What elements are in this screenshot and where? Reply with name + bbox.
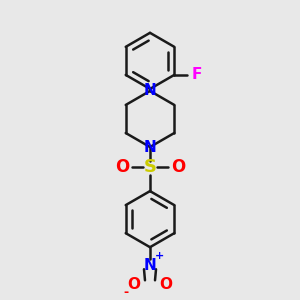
Text: N: N — [144, 83, 156, 98]
Text: O: O — [160, 277, 172, 292]
Text: S: S — [143, 158, 157, 176]
Text: O: O — [171, 158, 185, 176]
Text: O: O — [115, 158, 129, 176]
Text: N: N — [144, 140, 156, 154]
Text: -: - — [123, 286, 128, 299]
Text: +: + — [154, 251, 164, 261]
Text: O: O — [128, 277, 140, 292]
Text: F: F — [191, 68, 202, 82]
Text: N: N — [144, 258, 156, 273]
